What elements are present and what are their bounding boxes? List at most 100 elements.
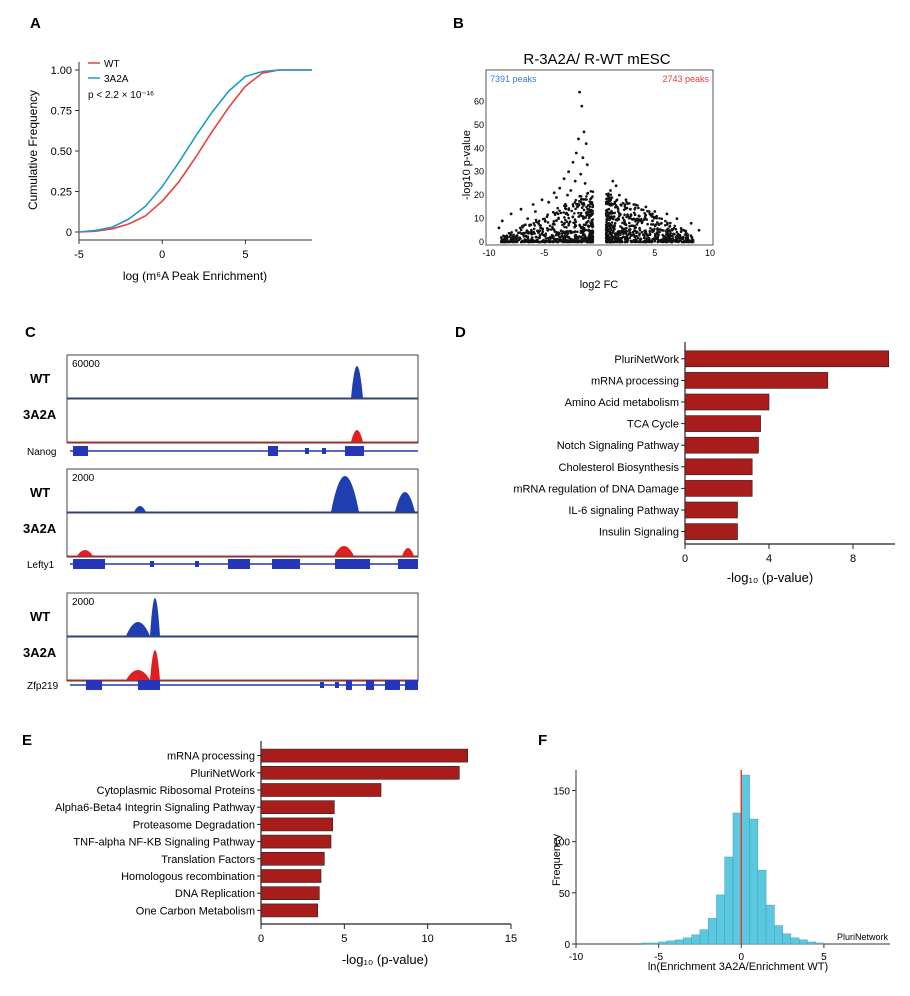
panel-f-histogram: 0 50 100 150 -10 -5 0 5 ln(Enrichment 3A2A/Enri… [551,770,890,973]
volcano-point [607,192,610,195]
gene-exon [268,446,278,456]
volcano-point [670,239,674,243]
panel-f-y-tick-label: 150 [553,786,570,797]
volcano-point [561,236,565,239]
panel-e-x-tick-label: 15 [505,933,517,945]
panel-b-y-tick-label: 40 [474,143,484,153]
volcano-point [686,236,689,239]
volcano-point [580,197,583,201]
volcano-point [586,224,590,227]
volcano-point [574,220,578,223]
panel-c-letter: C [25,324,36,341]
volcano-point [511,240,515,244]
volcano-point [585,221,588,225]
volcano-point [653,239,657,243]
panel-d-category-label: Amino Acid metabolism [565,397,679,409]
volcano-point [671,228,674,231]
volcano-point [611,179,615,183]
volcano-point [650,223,653,226]
volcano-point [562,222,566,225]
panel-d-category-label: Insulin Signaling [599,527,679,539]
panel-f-marker-label: PluriNetwork [837,932,889,942]
volcano-point [608,199,612,202]
volcano-point [551,225,554,229]
volcano-point [618,212,621,215]
volcano-point [650,215,654,218]
volcano-point [669,221,672,225]
volcano-point [621,228,624,232]
volcano-point [563,236,567,240]
volcano-point [580,226,584,230]
panel-e-category-label: Translation Factors [161,854,255,866]
volcano-point [590,223,593,226]
panel-f-x-label: ln(Enrichment 3A2A/Enrichment WT) [648,961,828,973]
volcano-point [591,205,595,208]
volcano-point [621,216,625,219]
panel-b-title: R-3A2A/ R-WT mESC [523,51,670,68]
volcano-point [581,233,585,237]
volcano-point [652,223,655,226]
volcano-point [539,240,543,244]
volcano-point [585,163,589,167]
volcano-point [656,231,659,234]
volcano-point [558,238,561,242]
panel-d-category-label: Notch Signaling Pathway [557,440,680,452]
gene-exon [322,448,326,454]
histogram-bar [641,942,651,945]
histogram-bar [732,812,742,945]
volcano-point [666,237,670,241]
volcano-point [519,228,523,232]
volcano-point [626,202,629,205]
panel-f-x-tick-label: 0 [738,952,744,963]
volcano-point [590,211,593,215]
volcano-point [651,230,654,234]
wt-signal-peak [395,492,415,512]
volcano-point [648,230,652,233]
volcano-point [628,225,631,228]
track-wt-frame [66,592,419,638]
volcano-point [508,240,511,244]
volcano-point [539,226,542,230]
volcano-point [589,197,592,201]
volcano-point [586,191,590,195]
volcano-point [590,201,594,204]
volcano-point [571,160,575,164]
volcano-point [615,198,619,201]
volcano-point [552,240,556,243]
volcano-point [619,225,622,228]
track-wt-label: WT [30,609,50,624]
track-3a2a-label: 3A2A [23,645,57,660]
panel-e-bar [260,851,325,866]
volcano-point [582,217,585,220]
volcano-point [631,230,635,234]
volcano-point [534,210,537,213]
volcano-point [610,209,613,213]
volcano-point [687,240,690,243]
volcano-point [626,239,629,242]
volcano-point [558,236,562,240]
track-3a2a-label: 3A2A [23,521,57,536]
volcano-point [576,205,579,209]
volcano-point [660,217,664,221]
panel-b-letter: B [453,15,464,32]
volcano-point [574,151,578,155]
panel-e-category-label: mRNA processing [167,751,255,763]
panel-f-y-tick-label: 0 [564,940,570,951]
volcano-point [585,239,589,243]
track-scale-label: 2000 [72,597,95,608]
volcano-point [569,230,573,233]
volcano-point [623,205,627,208]
panel-d-bar [684,501,738,519]
volcano-point [664,230,668,233]
panel-a-cumulative-chart: 00.250.500.751.00-5 0 5 log (m⁶A Peak Enri… [26,59,312,283]
panel-f-x-tick-label: 5 [821,952,827,963]
volcano-point [573,212,576,215]
panel-d-bar-chart: PluriNetWork mRNA processing Amino Acid me… [513,342,895,585]
volcano-point [678,237,681,240]
volcano-point [572,238,575,242]
panel-d-category-label: IL-6 signaling Pathway [568,505,679,517]
track-wt-frame [66,354,419,400]
gene-name-label: Nanog [27,447,56,458]
panel-e-bar [260,765,460,780]
volcano-point [623,213,626,217]
